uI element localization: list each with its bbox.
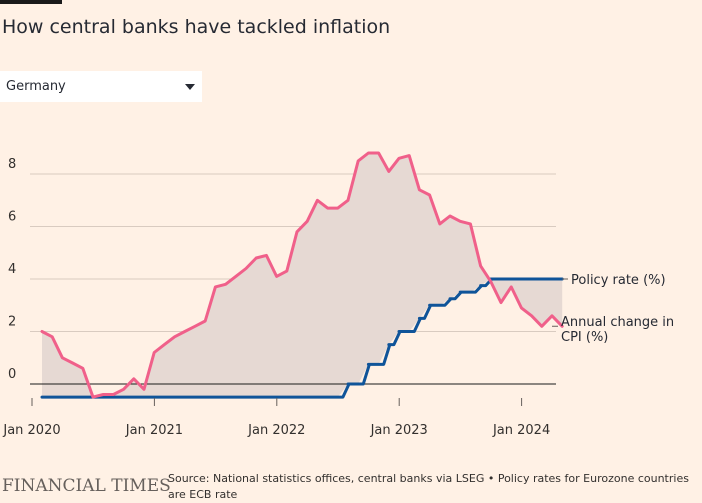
y-tick-label: 0 xyxy=(8,367,16,382)
cpi-line xyxy=(40,151,564,399)
chevron-down-icon xyxy=(185,83,195,90)
country-select[interactable]: Germany xyxy=(0,71,202,102)
chart-title: How central banks have tackled inflation xyxy=(2,16,391,38)
source-note: Source: National statistics offices, cen… xyxy=(168,472,689,501)
y-tick-label: 6 xyxy=(8,210,16,225)
country-select-value: Germany xyxy=(6,79,66,94)
y-tick-label: 2 xyxy=(8,315,16,330)
y-tick-label: 8 xyxy=(8,157,16,172)
series-labels: Policy rate (%) Annual change in CPI (%) xyxy=(552,273,674,345)
series-lines xyxy=(40,151,564,399)
y-tick-label: 4 xyxy=(8,262,16,277)
area-between-series xyxy=(42,153,563,398)
brand-top-bar xyxy=(0,0,62,4)
x-tick-label: Jan 2020 xyxy=(2,423,60,438)
x-axis-ticks: Jan 2020 Jan 2021 Jan 2022 Jan 2023 Jan 2024 xyxy=(2,398,550,438)
fill-between-area xyxy=(42,153,563,398)
cpi-label-line1: Annual change in xyxy=(561,315,674,330)
x-tick-label: Jan 2023 xyxy=(370,423,428,438)
x-tick-label: Jan 2022 xyxy=(247,423,305,438)
cpi-label-line2: CPI (%) xyxy=(561,330,608,345)
ft-logo: FINANCIAL TIMES xyxy=(2,476,171,496)
x-tick-label: Jan 2024 xyxy=(492,423,550,438)
y-axis-ticks: 0 2 4 6 8 xyxy=(8,157,16,382)
policy-rate-label: Policy rate (%) xyxy=(571,273,666,288)
policy-rate-line xyxy=(40,277,564,399)
x-tick-label: Jan 2021 xyxy=(125,423,183,438)
